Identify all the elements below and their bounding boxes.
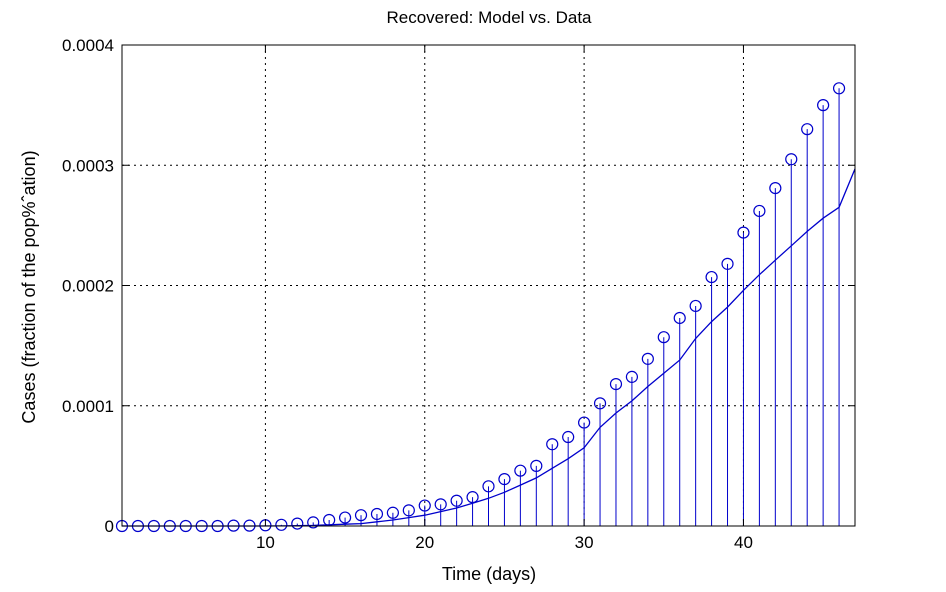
stem-marker — [578, 416, 591, 429]
stem-series — [115, 82, 846, 533]
stem-marker — [514, 464, 527, 477]
y-tick-label: 0.0003 — [62, 156, 114, 175]
stem-marker — [307, 516, 320, 529]
stem-marker — [657, 331, 670, 344]
stem-marker — [673, 311, 686, 325]
x-tick-label: 40 — [734, 533, 753, 552]
y-tick-label: 0 — [105, 517, 114, 536]
y-tick-label: 0.0001 — [62, 397, 114, 416]
stem-marker — [609, 378, 623, 391]
ticks: 10 20 30 40 0 0.0001 0.0002 0.0003 0.0004 — [62, 36, 855, 552]
stem-marker — [275, 518, 288, 531]
stem-marker — [737, 226, 750, 239]
grid — [122, 45, 855, 526]
stem-marker — [402, 504, 415, 517]
stem-marker — [625, 370, 639, 383]
stem-marker — [832, 82, 846, 95]
stem-marker — [801, 123, 814, 136]
stem-marker — [753, 204, 766, 218]
x-tick-label: 30 — [575, 533, 594, 552]
stem-marker — [291, 517, 304, 530]
stem-marker — [450, 494, 463, 507]
stem-marker — [323, 513, 336, 527]
stem-marker — [482, 480, 495, 493]
stem-marker — [593, 397, 607, 410]
stem-marker — [418, 499, 431, 512]
stem-marker — [641, 352, 654, 365]
stem-marker — [338, 511, 352, 524]
y-tick-label: 0.0004 — [62, 36, 114, 55]
stem-marker — [434, 498, 447, 511]
y-axis-label: Cases (fraction of the pop%ˆation) — [19, 150, 39, 423]
stem-marker — [386, 506, 399, 519]
stem-marker — [705, 270, 718, 284]
stem-marker — [817, 99, 830, 112]
model-series — [122, 168, 856, 527]
y-tick-label: 0.0002 — [62, 277, 114, 296]
x-tick-label: 20 — [415, 533, 434, 552]
chart-title: Recovered: Model vs. Data — [386, 8, 592, 27]
stem-marker — [530, 459, 543, 472]
stem-marker — [354, 509, 368, 522]
stem-marker — [546, 438, 559, 451]
stem-marker — [721, 257, 734, 270]
stem-marker — [769, 181, 782, 195]
stem-marker — [498, 473, 511, 486]
x-tick-label: 10 — [256, 533, 275, 552]
stem-marker — [562, 430, 575, 444]
stem-marker — [785, 153, 798, 166]
stem-marker — [370, 507, 384, 521]
stem-marker — [689, 299, 702, 313]
x-axis-label: Time (days) — [442, 564, 536, 584]
model-line — [122, 168, 856, 527]
